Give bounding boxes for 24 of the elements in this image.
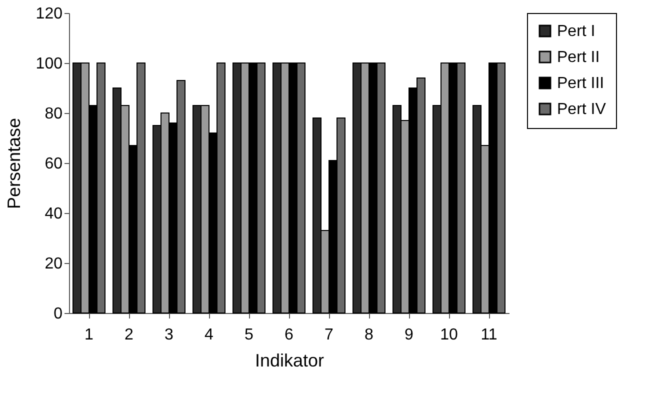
x-axis-title: Indikator [254,350,324,370]
y-tick-label: 100 [36,56,63,72]
x-tick-label: 3 [164,326,174,344]
y-tick-label: 20 [44,256,63,272]
legend-label: Pert IV [557,101,606,118]
x-tick-label: 10 [440,326,458,344]
y-tick-label: 0 [54,306,63,322]
x-tick-label: 4 [204,326,214,344]
x-tick-label: 11 [480,326,498,344]
legend-label: Pert I [557,23,596,40]
x-tick-label: 7 [324,326,334,344]
y-axis-title: Persentase [4,118,24,210]
y-tick-label: 60 [44,156,63,172]
x-tick-label: 6 [284,326,294,344]
x-tick-label: 1 [84,326,94,344]
legend-label: Pert II [557,49,600,66]
y-tick-label: 120 [36,6,63,22]
y-tick-label: 40 [44,206,63,222]
x-tick-label: 8 [364,326,374,344]
y-tick-label: 80 [44,106,63,122]
legend-label: Pert III [557,75,604,92]
x-tick-label: 2 [124,326,134,344]
x-tick-label: 5 [244,326,254,344]
x-tick-label: 9 [404,326,414,344]
